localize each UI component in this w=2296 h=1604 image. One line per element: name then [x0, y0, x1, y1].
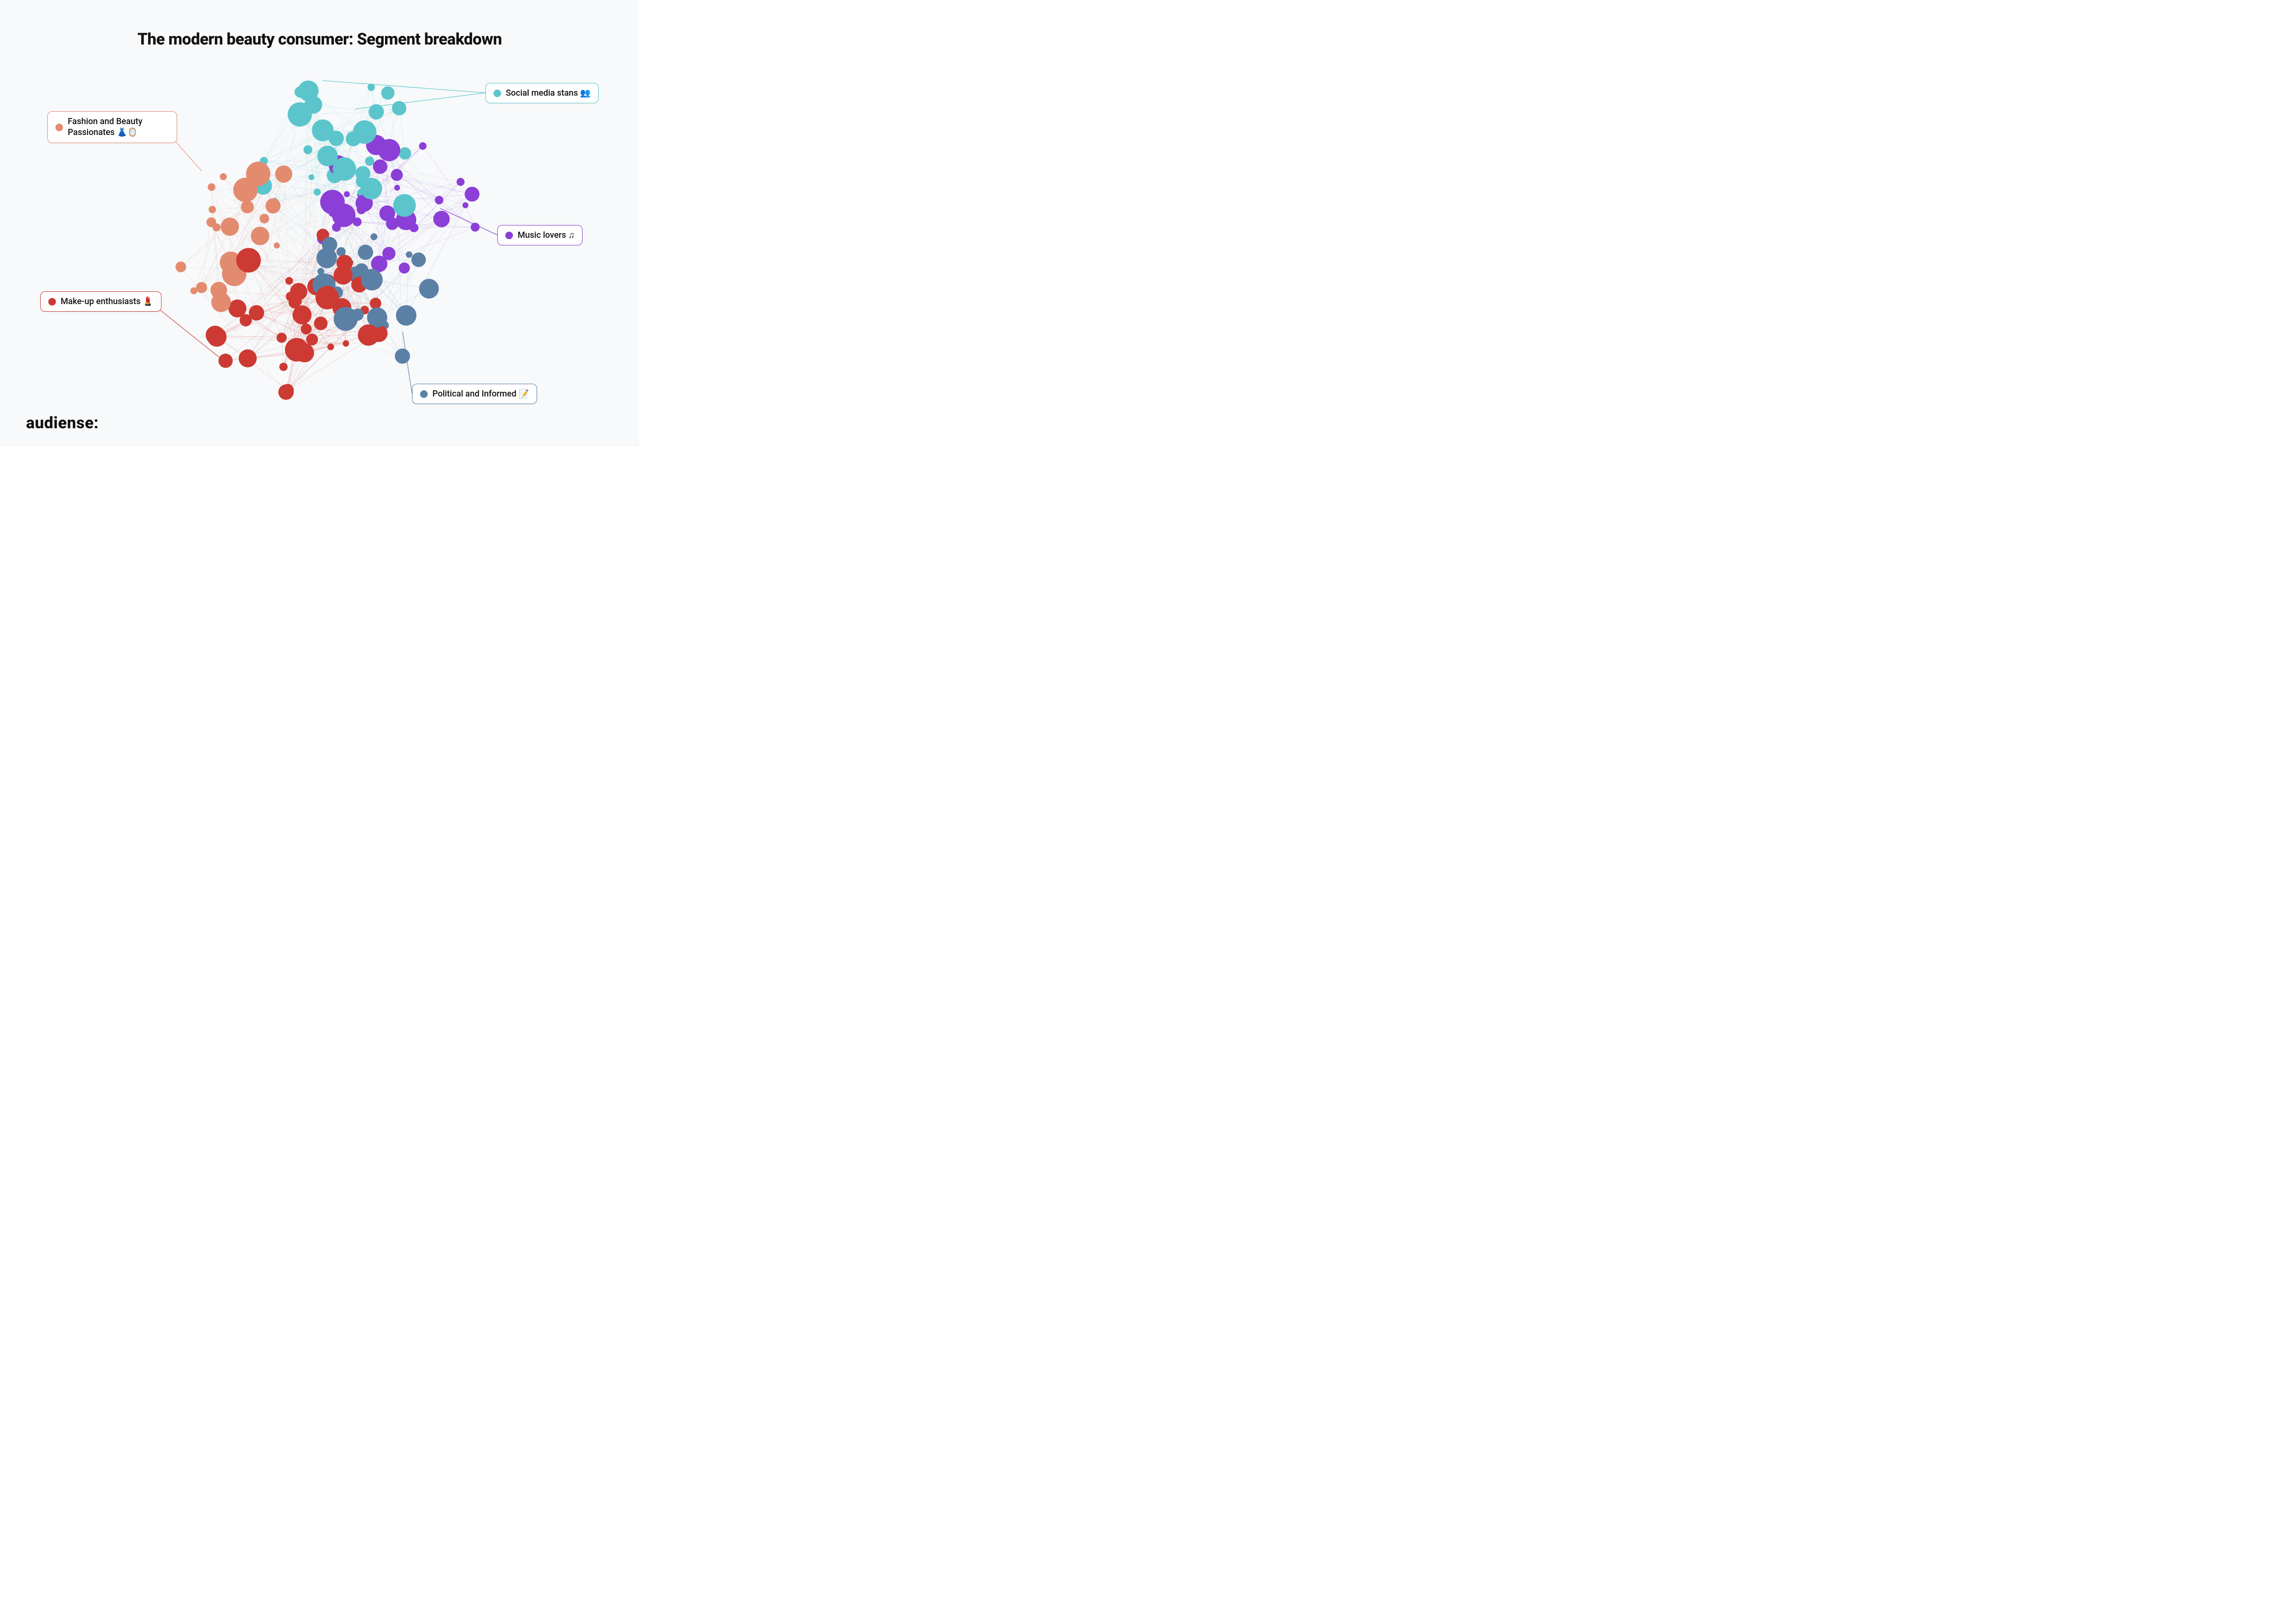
- node-social: [399, 147, 411, 160]
- swatch-fashion: [55, 124, 63, 131]
- node-social: [368, 83, 375, 91]
- node-makeup: [249, 305, 264, 320]
- node-music: [391, 169, 403, 181]
- node-makeup: [218, 354, 233, 368]
- node-political: [358, 244, 373, 260]
- node-social: [308, 174, 314, 180]
- cluster-label-text: Fashion and Beauty Passionates 👗🪞: [68, 117, 169, 138]
- node-music: [471, 223, 480, 232]
- node-music: [399, 262, 410, 273]
- node-music: [373, 160, 387, 174]
- network-svg: [0, 0, 639, 447]
- node-makeup: [290, 283, 307, 300]
- node-political: [395, 349, 410, 364]
- node-social: [332, 157, 356, 180]
- node-social: [353, 120, 377, 144]
- node-music: [379, 206, 395, 221]
- node-fashion: [211, 292, 231, 312]
- cluster-label-political: Political and Informed 📝: [412, 384, 537, 404]
- node-fashion: [206, 217, 216, 227]
- node-fashion: [233, 178, 258, 202]
- node-fashion: [251, 227, 269, 245]
- cluster-label-social: Social media stans 👥: [485, 83, 599, 103]
- swatch-music: [505, 232, 513, 239]
- cluster-label-fashion: Fashion and Beauty Passionates 👗🪞: [47, 111, 177, 143]
- node-makeup: [293, 306, 312, 324]
- node-fashion: [221, 217, 239, 236]
- node-social: [287, 102, 312, 126]
- node-music: [378, 139, 400, 161]
- node-fashion: [196, 282, 207, 293]
- node-music: [394, 185, 400, 190]
- node-social: [392, 101, 406, 115]
- node-fashion: [260, 214, 269, 223]
- node-music: [419, 142, 427, 150]
- swatch-social: [493, 90, 501, 97]
- node-makeup: [314, 316, 328, 330]
- node-makeup: [306, 333, 318, 345]
- node-political: [406, 252, 413, 258]
- node-political: [396, 305, 416, 325]
- node-makeup: [279, 363, 288, 371]
- node-makeup: [277, 333, 287, 342]
- node-social: [360, 178, 382, 199]
- node-makeup: [228, 299, 246, 317]
- node-fashion: [241, 200, 254, 213]
- cluster-label-text: Social media stans 👥: [506, 88, 591, 98]
- node-fashion: [275, 165, 292, 182]
- node-makeup: [239, 349, 257, 367]
- node-social: [298, 81, 319, 101]
- node-makeup: [285, 338, 309, 361]
- node-social: [304, 145, 313, 154]
- node-social: [393, 194, 416, 217]
- node-fashion: [274, 243, 280, 249]
- node-fashion: [220, 173, 227, 180]
- node-makeup: [315, 286, 339, 309]
- node-makeup: [285, 277, 293, 285]
- node-makeup: [327, 343, 334, 350]
- node-political: [316, 248, 337, 268]
- node-makeup: [358, 324, 379, 346]
- cluster-label-text: Political and Informed 📝: [432, 389, 529, 399]
- node-fashion: [208, 183, 215, 191]
- node-makeup: [301, 324, 312, 334]
- node-makeup: [207, 327, 226, 347]
- brand-logo: audiense:: [26, 414, 99, 433]
- node-makeup: [278, 384, 294, 399]
- node-music: [344, 191, 350, 197]
- node-political: [334, 307, 358, 331]
- cluster-label-makeup: Make-up enthusiasts 💄: [40, 291, 161, 312]
- node-political: [361, 269, 383, 290]
- cluster-label-music: Music lovers ♫: [497, 225, 583, 245]
- node-makeup: [236, 248, 261, 272]
- node-music: [433, 211, 450, 227]
- node-fashion: [176, 261, 187, 272]
- cluster-label-text: Make-up enthusiasts 💄: [61, 297, 153, 306]
- node-political: [412, 252, 426, 267]
- node-music: [435, 196, 443, 204]
- node-makeup: [333, 266, 352, 285]
- node-social: [312, 119, 334, 141]
- node-music: [320, 190, 345, 215]
- node-social: [381, 86, 395, 99]
- node-social: [368, 104, 384, 119]
- node-social: [365, 157, 375, 166]
- node-fashion: [266, 198, 281, 214]
- node-political: [370, 233, 377, 240]
- node-music: [457, 178, 465, 186]
- node-makeup: [370, 297, 381, 309]
- node-fashion: [209, 206, 216, 213]
- swatch-political: [420, 390, 428, 398]
- node-makeup: [343, 340, 349, 346]
- node-political: [419, 279, 439, 299]
- node-social: [314, 189, 321, 196]
- node-music: [465, 187, 479, 201]
- node-music: [462, 202, 468, 208]
- cluster-label-text: Music lovers ♫: [518, 230, 574, 240]
- swatch-makeup: [48, 298, 56, 306]
